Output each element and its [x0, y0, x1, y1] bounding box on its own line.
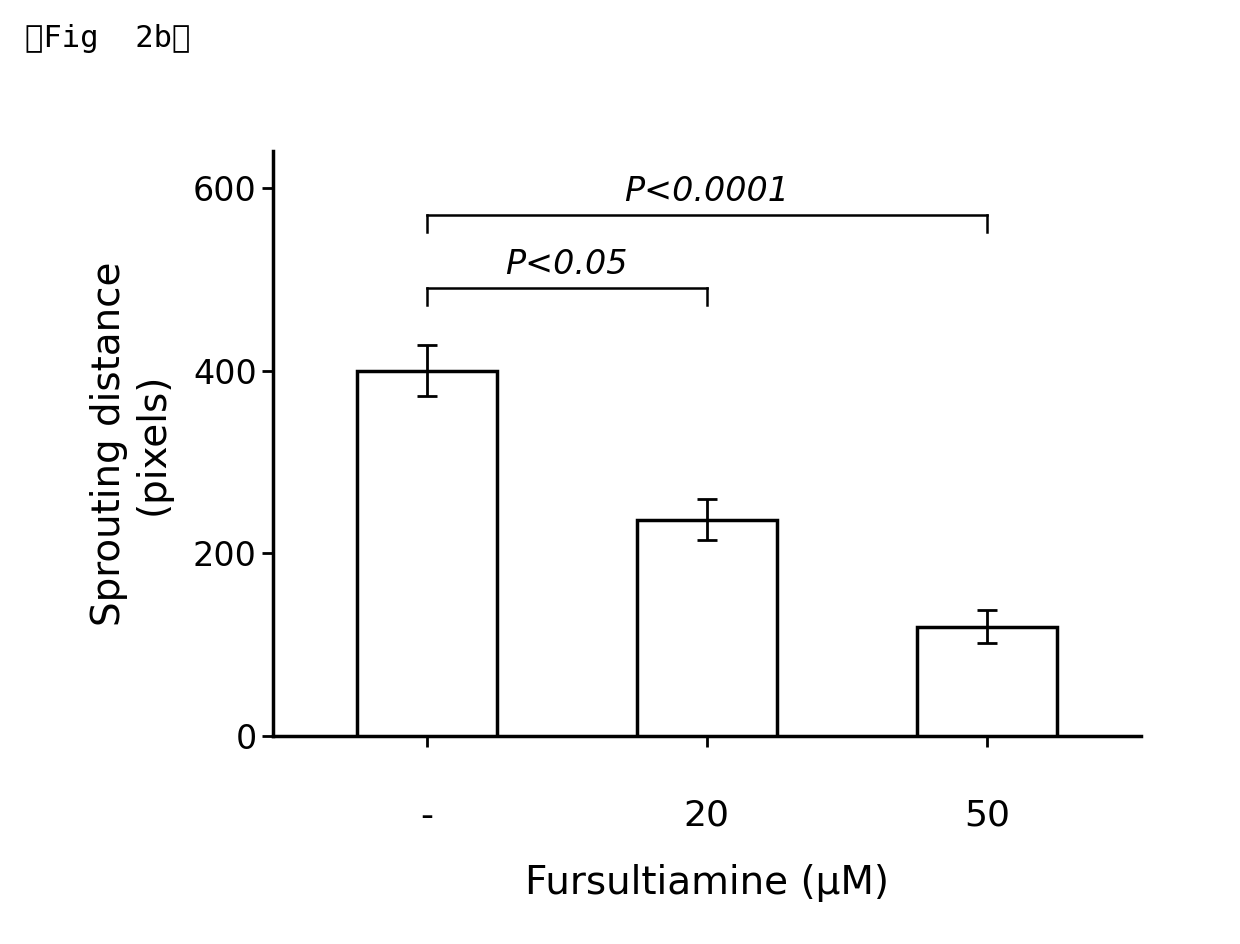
Text: 【Fig  2b】: 【Fig 2b】: [25, 24, 190, 53]
Text: P<0.0001: P<0.0001: [624, 175, 790, 208]
Bar: [357, 370, 497, 736]
Text: 50: 50: [963, 799, 1009, 833]
Text: Fursultiamine (μM): Fursultiamine (μM): [525, 865, 889, 902]
Bar: [637, 519, 776, 736]
Bar: [916, 627, 1056, 736]
Text: 20: 20: [683, 799, 730, 833]
Y-axis label: Sprouting distance
(pixels): Sprouting distance (pixels): [91, 261, 172, 626]
Text: -: -: [420, 799, 433, 833]
Text: P<0.05: P<0.05: [506, 248, 627, 281]
